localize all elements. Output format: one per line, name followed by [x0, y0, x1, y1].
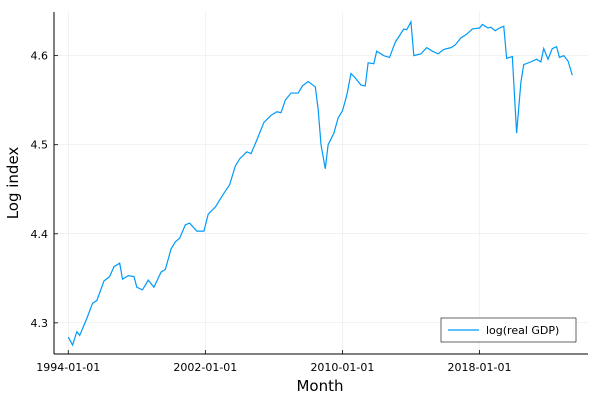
legend-label: log(real GDP) [486, 324, 559, 337]
y-tick-label: 4.5 [31, 139, 49, 152]
x-axis-label: Month [296, 377, 343, 395]
data-line [67, 19, 573, 347]
x-tick-label: 2010-01-01 [310, 361, 374, 374]
x-tick-label: 2002-01-01 [173, 361, 237, 374]
x-tick-label: 1994-01-01 [36, 361, 100, 374]
y-tick-label: 4.3 [31, 317, 49, 330]
y-axis-label: Log index [4, 147, 22, 220]
y-tick-label: 4.4 [31, 228, 49, 241]
x-tick-label: 2018-01-01 [448, 361, 512, 374]
y-tick-label: 4.6 [31, 50, 49, 63]
legend: log(real GDP) [440, 317, 577, 343]
legend-box [440, 317, 577, 343]
